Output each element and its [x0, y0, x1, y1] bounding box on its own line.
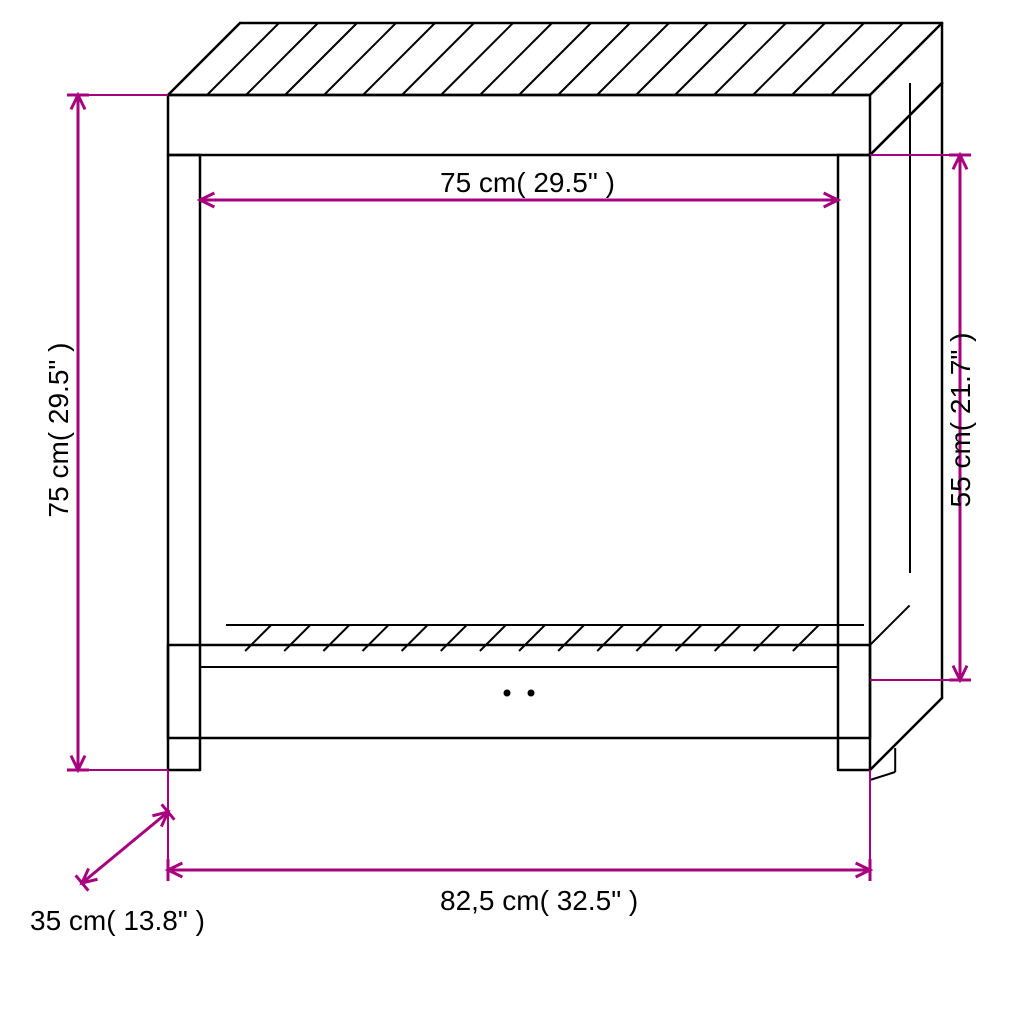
svg-text:75 cm( 29.5" ): 75 cm( 29.5" )	[43, 343, 74, 518]
svg-text:82,5 cm( 32.5" ): 82,5 cm( 32.5" )	[440, 885, 638, 916]
svg-text:55 cm( 21.7" ): 55 cm( 21.7" )	[945, 333, 976, 508]
furniture-dimension-diagram: 75 cm( 29.5" ) 82,5 cm( 32.5" ) 35 cm( 13.…	[0, 0, 1024, 1024]
svg-text:75 cm( 29.5" ): 75 cm( 29.5" )	[440, 167, 615, 198]
svg-text:35 cm( 13.8" ): 35 cm( 13.8" )	[30, 905, 205, 936]
